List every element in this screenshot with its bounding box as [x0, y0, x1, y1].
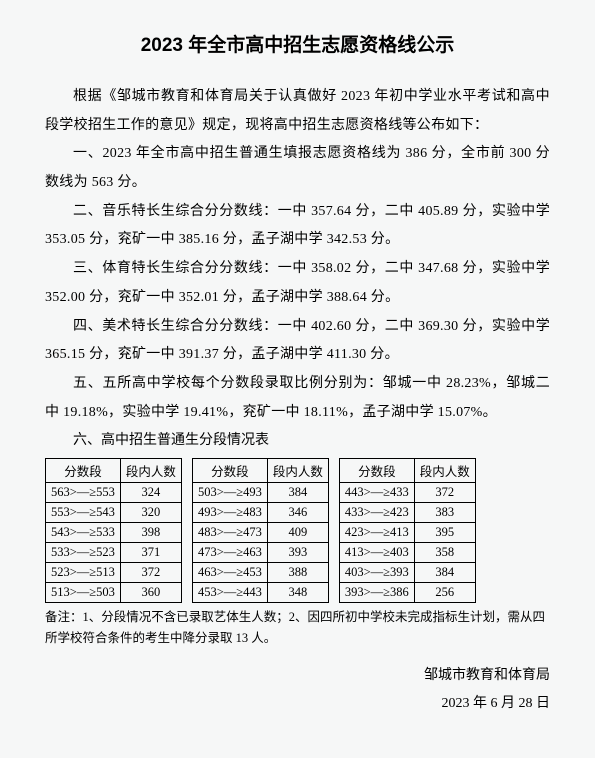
table-cell: 395	[414, 522, 475, 542]
intro-paragraph: 根据《邹城市教育和体育局关于认真做好 2023 年初中学业水平考试和高中段学校招…	[45, 83, 550, 140]
table-row: 463>—≥453388	[192, 562, 328, 582]
table-row: 553>—≥543320	[46, 502, 182, 522]
table-cell: 384	[414, 562, 475, 582]
table-row: 483>—≥473409	[192, 522, 328, 542]
table-row: 563>—≥553324	[46, 482, 182, 502]
score-table-block-3: 分数段 段内人数 443>—≥433372433>—≥423383423>—≥4…	[339, 458, 476, 603]
table-cell: 409	[267, 522, 328, 542]
table-caption: 六、高中招生普通生分段情况表	[45, 427, 550, 456]
table-row: 413>—≥403358	[339, 542, 475, 562]
table-row: 533>—≥523371	[46, 542, 182, 562]
table-cell: 360	[120, 582, 181, 602]
table-cell: 483>—≥473	[192, 522, 267, 542]
table-cell: 403>—≥393	[339, 562, 414, 582]
table-row: 543>—≥533398	[46, 522, 182, 542]
table-cell: 413>—≥403	[339, 542, 414, 562]
table-row: 403>—≥393384	[339, 562, 475, 582]
table-notes: 备注：1、分段情况不含已录取艺体生人数；2、因四所初中学校未完成指标生计划，需从…	[45, 607, 550, 648]
table-cell: 563>—≥553	[46, 482, 121, 502]
footer-date: 2023 年 6 月 28 日	[45, 690, 550, 718]
table-row: 473>—≥463393	[192, 542, 328, 562]
table-cell: 348	[267, 582, 328, 602]
table-row: 513>—≥503360	[46, 582, 182, 602]
tbody-2: 503>—≥493384493>—≥483346483>—≥473409473>…	[192, 482, 328, 602]
table-cell: 533>—≥523	[46, 542, 121, 562]
tbody-3: 443>—≥433372433>—≥423383423>—≥413395413>…	[339, 482, 475, 602]
table-row: 523>—≥513372	[46, 562, 182, 582]
paragraph-4: 四、美术特长生综合分分数线：一中 402.60 分，二中 369.30 分，实验…	[45, 313, 550, 370]
table-row: 493>—≥483346	[192, 502, 328, 522]
paragraph-2: 二、音乐特长生综合分分数线：一中 357.64 分，二中 405.89 分，实验…	[45, 198, 550, 255]
table-cell: 513>—≥503	[46, 582, 121, 602]
table-cell: 523>—≥513	[46, 562, 121, 582]
col-range: 分数段	[339, 458, 414, 482]
table-cell: 473>—≥463	[192, 542, 267, 562]
table-row: 503>—≥493384	[192, 482, 328, 502]
table-cell: 358	[414, 542, 475, 562]
col-count: 段内人数	[414, 458, 475, 482]
table-cell: 463>—≥453	[192, 562, 267, 582]
table-cell: 398	[120, 522, 181, 542]
table-cell: 453>—≥443	[192, 582, 267, 602]
table-cell: 320	[120, 502, 181, 522]
col-range: 分数段	[192, 458, 267, 482]
table-cell: 543>—≥533	[46, 522, 121, 542]
table-cell: 443>—≥433	[339, 482, 414, 502]
col-count: 段内人数	[267, 458, 328, 482]
table-row: 443>—≥433372	[339, 482, 475, 502]
table-cell: 383	[414, 502, 475, 522]
footer-org: 邹城市教育和体育局	[45, 662, 550, 690]
table-cell: 553>—≥543	[46, 502, 121, 522]
tbody-1: 563>—≥553324553>—≥543320543>—≥533398533>…	[46, 482, 182, 602]
table-cell: 372	[120, 562, 181, 582]
paragraph-5: 五、五所高中学校每个分数段录取比例分别为：邹城一中 28.23%，邹城二中 19…	[45, 370, 550, 427]
table-cell: 371	[120, 542, 181, 562]
table-cell: 372	[414, 482, 475, 502]
table-cell: 388	[267, 562, 328, 582]
table-cell: 324	[120, 482, 181, 502]
score-table-block-1: 分数段 段内人数 563>—≥553324553>—≥543320543>—≥5…	[45, 458, 182, 603]
table-cell: 423>—≥413	[339, 522, 414, 542]
table-cell: 433>—≥423	[339, 502, 414, 522]
table-row: 423>—≥413395	[339, 522, 475, 542]
score-table-container: 分数段 段内人数 563>—≥553324553>—≥543320543>—≥5…	[45, 458, 550, 603]
col-count: 段内人数	[120, 458, 181, 482]
table-row: 453>—≥443348	[192, 582, 328, 602]
col-range: 分数段	[46, 458, 121, 482]
table-cell: 393	[267, 542, 328, 562]
table-cell: 384	[267, 482, 328, 502]
paragraph-3: 三、体育特长生综合分分数线：一中 358.02 分，二中 347.68 分，实验…	[45, 255, 550, 312]
table-row: 393>—≥386256	[339, 582, 475, 602]
table-row: 433>—≥423383	[339, 502, 475, 522]
page-title: 2023 年全市高中招生志愿资格线公示	[45, 30, 550, 57]
paragraph-1: 一、2023 年全市高中招生普通生填报志愿资格线为 386 分，全市前 300 …	[45, 140, 550, 197]
table-cell: 493>—≥483	[192, 502, 267, 522]
table-cell: 256	[414, 582, 475, 602]
table-cell: 503>—≥493	[192, 482, 267, 502]
table-cell: 346	[267, 502, 328, 522]
table-cell: 393>—≥386	[339, 582, 414, 602]
score-table-block-2: 分数段 段内人数 503>—≥493384493>—≥483346483>—≥4…	[192, 458, 329, 603]
